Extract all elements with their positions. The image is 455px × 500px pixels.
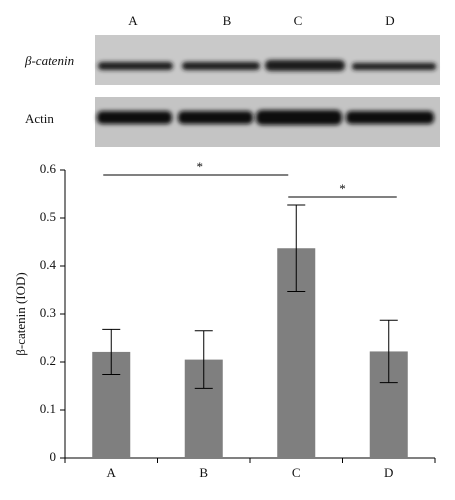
row-label: β-catenin: [24, 53, 74, 68]
lane-label: C: [294, 13, 303, 28]
y-tick-label: 0.4: [40, 257, 57, 272]
lane-label: B: [223, 13, 232, 28]
row-label: Actin: [25, 111, 54, 126]
blot-background: [95, 35, 440, 85]
lane-label: D: [385, 13, 394, 28]
y-tick-label: 0.1: [40, 401, 56, 416]
lane-label: A: [128, 13, 138, 28]
blot-bands: [97, 110, 434, 125]
blot-panel: A B C D β-catenin Actin: [24, 13, 440, 147]
y-tick-label: 0.6: [40, 161, 57, 176]
y-tick-label: 0: [50, 449, 57, 464]
bar-chart: β-catenin (IOD) 0 0.1 0.2 0.3 0.4 0.5 0.6 A B C D *…: [13, 159, 436, 480]
y-tick-label: 0.3: [40, 305, 56, 320]
y-tick-label: 0.2: [40, 353, 56, 368]
x-tick-label: B: [199, 465, 208, 480]
x-tick-label: A: [107, 465, 117, 480]
x-tick-label: C: [292, 465, 301, 480]
y-tick-label: 0.5: [40, 209, 56, 224]
x-tick-label: D: [384, 465, 393, 480]
y-axis-label: β-catenin (IOD): [13, 272, 28, 356]
significance-label: *: [197, 159, 204, 174]
significance-label: *: [339, 181, 346, 196]
blot-bands: [98, 60, 436, 71]
